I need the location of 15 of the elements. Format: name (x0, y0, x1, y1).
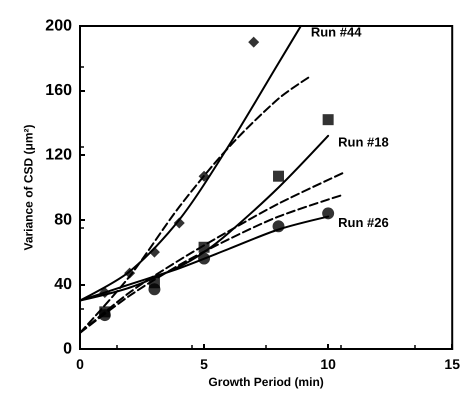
y-tick-label: 200 (45, 18, 72, 34)
y-tick-label: 160 (45, 82, 72, 100)
series-label: Run #44 (310, 24, 362, 40)
x-tick-label: 10 (320, 356, 336, 372)
x-tick-label: 0 (76, 356, 84, 372)
y-tick-label: 40 (54, 276, 72, 293)
series-label: Run #18 (338, 134, 389, 150)
y-tick-label: 80 (54, 211, 72, 228)
y-tick-label: 120 (45, 146, 72, 164)
x-axis-title: Growth Period (min) (208, 374, 324, 389)
y-axis-title: Variance of CSD (μm²) (21, 124, 36, 251)
x-tick-label: 15 (444, 356, 460, 372)
series-label: Run #26 (338, 215, 389, 230)
y-tick-label: 0 (63, 340, 72, 358)
x-tick-label: 5 (200, 356, 208, 372)
